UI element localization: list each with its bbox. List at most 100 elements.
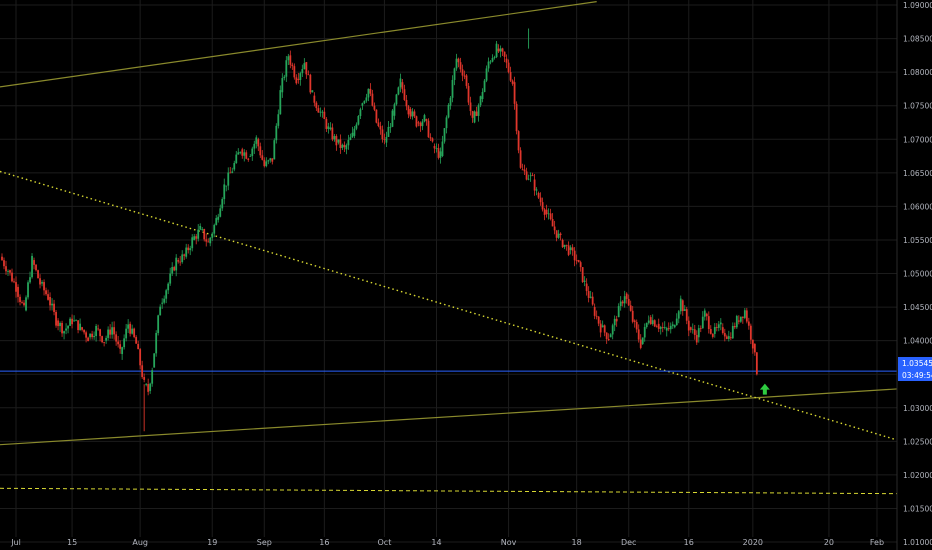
candle-body: [705, 313, 708, 317]
candle-body: [439, 151, 442, 158]
candle-body: [1, 256, 3, 261]
candle-body: [341, 144, 344, 148]
y-tick-label: 1.07000: [903, 135, 932, 144]
candle-body: [149, 383, 152, 391]
candle-body: [459, 62, 462, 70]
candle-body: [723, 333, 726, 337]
candle-body: [633, 320, 636, 322]
candle-body: [691, 329, 694, 331]
candle-body: [429, 137, 432, 139]
candle-body: [319, 111, 322, 113]
candle-body: [129, 323, 132, 334]
candle-body: [73, 320, 75, 322]
candle-body: [247, 158, 250, 160]
countdown-tag: [898, 369, 932, 381]
candle-body: [181, 254, 184, 263]
candle-body: [7, 271, 9, 272]
candle-body: [543, 209, 546, 215]
candle-body: [357, 116, 360, 125]
candle-body: [587, 291, 590, 298]
candle-body: [195, 236, 198, 239]
candle-body: [739, 316, 742, 322]
candle-body: [355, 124, 358, 129]
candle-body: [15, 282, 17, 292]
candle-body: [245, 152, 248, 159]
candle-body: [275, 125, 278, 141]
candle-body: [465, 75, 468, 86]
candle-body: [83, 329, 85, 333]
candle-body: [619, 301, 622, 307]
candle-body: [173, 267, 176, 271]
candle-body: [437, 148, 440, 158]
candle-body: [395, 94, 398, 105]
candle-body: [53, 303, 55, 312]
candle-body: [29, 277, 31, 283]
candle-body: [199, 225, 202, 230]
x-tick-label: 15: [67, 538, 77, 547]
candle-body: [551, 219, 554, 227]
candle-body: [729, 337, 732, 339]
trendline-dashed[interactable]: [0, 487, 898, 495]
candle-body: [127, 324, 130, 329]
candle-body: [293, 66, 296, 78]
candle-body: [453, 68, 456, 80]
candle-body: [329, 127, 332, 130]
candle-body: [251, 148, 254, 156]
candle-body: [539, 197, 542, 203]
candle-body: [431, 138, 434, 142]
candle-body: [657, 323, 660, 329]
x-tick-label: Dec: [621, 538, 636, 547]
candle-body: [343, 144, 346, 148]
candle-body: [545, 209, 548, 215]
candle-body: [335, 136, 338, 146]
candle-body: [471, 111, 474, 118]
up-arrow-icon[interactable]: [759, 383, 770, 395]
candle-body: [191, 237, 194, 249]
candle-body: [225, 185, 228, 187]
candle-body: [121, 347, 124, 355]
candle-body: [567, 245, 570, 255]
candle-body: [753, 343, 756, 353]
candle-body: [719, 322, 722, 325]
trendline-solid[interactable]: [0, 1, 597, 88]
candle-body: [399, 78, 402, 88]
candle-body: [609, 334, 612, 338]
candle-body: [479, 96, 482, 106]
candle-body: [667, 328, 670, 330]
candle-body: [679, 298, 682, 312]
candle-body: [579, 262, 582, 268]
candle-body: [161, 302, 164, 304]
candle-body: [401, 82, 404, 90]
candle-body: [123, 338, 126, 348]
candle-body: [105, 337, 108, 341]
x-tick-label: 19: [207, 538, 217, 547]
candle-body: [509, 72, 512, 81]
candle-body: [69, 318, 71, 326]
candle-body: [159, 306, 162, 316]
trendline-dotted[interactable]: [0, 170, 898, 441]
current-price-tag: [898, 357, 932, 369]
candle-body: [17, 286, 19, 297]
candle-body: [463, 75, 466, 77]
time-axis[interactable]: Jul 15 Aug 19 Sep 16 Oct 14 Nov 18 Dec 16 2020 20 Feb: [10, 538, 884, 547]
candle-body: [95, 325, 98, 337]
candle-body: [485, 68, 488, 81]
candle-body: [389, 126, 392, 128]
candle-body: [151, 370, 154, 384]
trendline-solid[interactable]: [0, 388, 898, 446]
candle-body: [77, 320, 79, 331]
candle-body: [577, 260, 580, 263]
candle-body: [589, 296, 592, 298]
countdown-label: 03:49:54: [902, 371, 932, 380]
candle-body: [623, 296, 626, 304]
candle-body: [113, 327, 116, 335]
candle-body: [205, 239, 208, 242]
candle-body: [435, 148, 438, 149]
candle-body: [689, 327, 692, 330]
candle-body: [747, 321, 750, 326]
candle-body: [75, 320, 77, 322]
candle-body: [637, 329, 640, 340]
